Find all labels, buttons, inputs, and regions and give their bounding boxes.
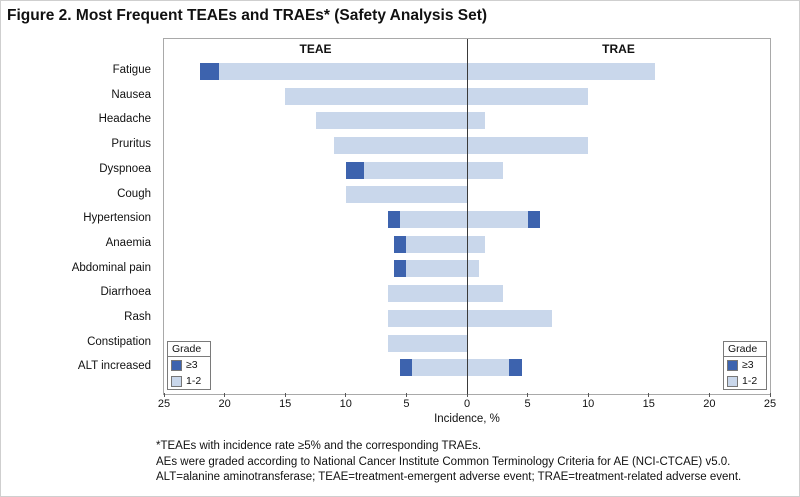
trae-bar <box>467 260 480 278</box>
trae-bar <box>467 87 589 105</box>
category-axis: Fatigue Nausea Headache Pruritus Dyspnoea Cou… <box>1 38 157 393</box>
category-label: Hypertension <box>83 212 151 225</box>
footnotes: *TEAEs with incidence rate ≥5% and the c… <box>156 439 791 486</box>
trae-bar <box>467 309 552 327</box>
axis-tick <box>224 393 226 397</box>
legend-right: Grade ≥3 1-2 <box>723 341 767 390</box>
x-axis-title: Incidence, % <box>434 413 500 425</box>
legend-title: Grade <box>168 342 210 357</box>
category-label: Cough <box>117 187 151 200</box>
axis-tick <box>587 393 589 397</box>
grade3-segment <box>400 359 413 377</box>
teae-bar <box>200 62 467 80</box>
legend-swatch-icon <box>727 375 738 387</box>
x-axis: 25 20 15 10 5 0 5 10 15 20 25 <box>158 393 776 413</box>
teae-bar <box>285 87 467 105</box>
trae-bar <box>467 235 486 253</box>
grade3-segment <box>200 62 219 80</box>
plot-area: TEAE TRAE Grade ≥3 1-2 Grade ≥3 1-2 <box>163 38 771 395</box>
grade3-segment <box>394 260 407 278</box>
axis-tick <box>163 393 165 397</box>
footnote-line: ALT=alanine aminotransferase; TEAE=treat… <box>156 471 742 483</box>
grade3-segment <box>394 235 407 253</box>
axis-tick <box>345 393 347 397</box>
trae-bar <box>467 285 504 303</box>
axis-tick <box>769 393 771 397</box>
axis-tick-label: 10 <box>582 398 595 410</box>
grade3-segment <box>509 359 522 377</box>
legend-entry: ≥3 <box>168 357 210 373</box>
trae-bar <box>467 62 655 80</box>
axis-tick <box>527 393 529 397</box>
zero-axis-line <box>467 39 468 394</box>
legend-entry: 1-2 <box>724 373 766 389</box>
teae-bar <box>388 309 467 327</box>
panel-header-trae: TRAE <box>602 42 635 56</box>
legend-left: Grade ≥3 1-2 <box>167 341 211 390</box>
axis-tick <box>284 393 286 397</box>
legend-swatch-icon <box>171 375 182 387</box>
legend-swatch-icon <box>171 359 182 371</box>
category-label: Constipation <box>87 335 151 348</box>
category-label: Pruritus <box>111 138 151 151</box>
trae-bar <box>467 211 540 229</box>
legend-entry-label: 1-2 <box>742 375 758 387</box>
teae-bar <box>388 285 467 303</box>
teae-bar <box>345 186 467 204</box>
category-label: Abdominal pain <box>71 261 151 274</box>
axis-tick-label: 20 <box>218 398 231 410</box>
category-label: Fatigue <box>112 64 151 76</box>
axis-tick-label: 15 <box>642 398 655 410</box>
category-label: Nausea <box>111 88 151 101</box>
teae-bar <box>315 112 467 130</box>
trae-bar <box>467 161 504 179</box>
axis-tick <box>466 393 468 397</box>
teae-bar <box>394 235 467 253</box>
axis-tick-label: 10 <box>339 398 352 410</box>
teae-bar <box>400 359 467 377</box>
legend-entry-label: 1-2 <box>186 375 202 387</box>
axis-tick-label: 5 <box>403 398 410 410</box>
axis-tick-label: 5 <box>524 398 531 410</box>
trae-bar <box>467 112 486 130</box>
axis-tick-label: 20 <box>703 398 716 410</box>
category-label: Diarrhoea <box>100 286 152 299</box>
category-label: Headache <box>98 113 151 126</box>
teae-bar <box>388 211 467 229</box>
legend-entry: ≥3 <box>724 357 766 373</box>
panel-header-teae: TEAE <box>299 42 332 56</box>
category-label: Rash <box>124 311 151 323</box>
grade3-segment <box>527 211 540 229</box>
axis-tick-label: 0 <box>463 398 471 410</box>
teae-bar <box>388 334 467 352</box>
legend-entry-label: ≥3 <box>742 359 754 371</box>
category-label: ALT increased <box>77 360 151 373</box>
legend-swatch-icon <box>727 359 738 371</box>
axis-tick <box>648 393 650 397</box>
axis-tick-label: 25 <box>157 398 171 410</box>
figure-title: Figure 2. Most Frequent TEAEs and TRAEs*… <box>7 7 488 24</box>
grade3-segment <box>388 211 401 229</box>
axis-tick <box>708 393 710 397</box>
trae-bar <box>467 359 522 377</box>
category-label: Anaemia <box>105 236 151 249</box>
trae-bar <box>467 136 589 154</box>
grade3-segment <box>345 161 364 179</box>
axis-tick-label: 15 <box>279 398 292 410</box>
axis-tick-label: 25 <box>763 398 777 410</box>
legend-entry: 1-2 <box>168 373 210 389</box>
legend-entry-label: ≥3 <box>186 359 198 371</box>
legend-title: Grade <box>724 342 766 357</box>
footnote-line: AEs were graded according to National Ca… <box>156 455 731 468</box>
category-label: Dyspnoea <box>99 162 151 175</box>
footnote-line: *TEAEs with incidence rate ≥5% and the c… <box>156 440 482 452</box>
teae-bar <box>333 136 467 154</box>
axis-tick <box>405 393 407 397</box>
teae-bar <box>345 161 467 179</box>
teae-bar <box>394 260 467 278</box>
